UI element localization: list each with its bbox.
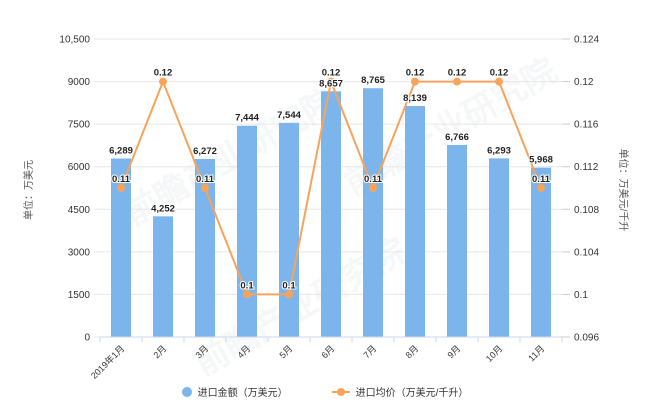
y-tick-label: 7500 xyxy=(68,120,91,131)
line-series-marker-icon xyxy=(331,387,350,396)
right-axis-ticks: 0.096 0.1 0.104 0.108 0.112 0.116 0.12 0.124 xyxy=(562,35,599,344)
y-tick-label: 6000 xyxy=(68,162,91,173)
right-axis-title: 单位：万美元/千升 xyxy=(617,149,630,232)
line-value-label: 0.11 xyxy=(196,174,215,185)
x-tick-label: 3月 xyxy=(193,343,210,360)
bar-value-label: 8,765 xyxy=(361,75,385,86)
bar-value-label: 5,968 xyxy=(529,155,553,166)
x-tick-label: 9月 xyxy=(445,343,462,360)
y2-tick-label: 0.12 xyxy=(574,77,594,88)
y2-tick-label: 0.108 xyxy=(574,205,599,216)
x-tick-label: 2月 xyxy=(151,343,168,360)
x-tick-label: 5月 xyxy=(277,343,294,360)
y2-tick-label: 0.096 xyxy=(574,333,599,344)
legend-item-bar[interactable]: 进口金额（万美元） xyxy=(181,384,288,399)
line-value-label: 0.11 xyxy=(112,174,131,185)
x-tick-label: 8月 xyxy=(403,343,420,360)
x-tick-label: 4月 xyxy=(235,343,252,360)
line-point[interactable] xyxy=(285,290,293,299)
y-tick-label: 10,500 xyxy=(59,35,90,46)
line-point[interactable] xyxy=(369,184,377,192)
y-tick-label: 0 xyxy=(84,333,90,344)
bar[interactable] xyxy=(447,144,467,337)
bar[interactable] xyxy=(153,216,173,337)
bar[interactable] xyxy=(237,125,257,337)
line-value-label: 0.12 xyxy=(322,68,341,79)
y2-tick-label: 0.104 xyxy=(574,247,599,258)
bar-value-label: 6,289 xyxy=(109,146,133,157)
data-labels: 6,289 4,252 6,272 7,444 7,544 8,657 8,765 8,139… xyxy=(108,67,554,293)
legend-line-label: 进口均价（万美元/千升） xyxy=(355,388,469,399)
x-axis: 2019年1月 2月 3月 4月 5月 6月 7月 8月 9月 10月 11月 xyxy=(88,336,563,381)
bar[interactable] xyxy=(111,158,131,337)
y-tick-label: 9000 xyxy=(68,77,91,88)
line-value-label: 0.12 xyxy=(406,68,425,79)
y-tick-label: 4500 xyxy=(68,205,91,216)
x-tick-label: 2019年1月 xyxy=(88,343,126,381)
bar[interactable] xyxy=(279,122,299,337)
line-point[interactable] xyxy=(537,184,545,192)
y2-tick-label: 0.1 xyxy=(574,290,588,301)
bar-value-label: 7,444 xyxy=(235,113,259,124)
bar-value-label: 4,252 xyxy=(151,203,175,214)
line-value-label: 0.12 xyxy=(490,68,509,79)
line-point[interactable] xyxy=(453,77,461,86)
bar-value-label: 6,272 xyxy=(193,146,217,157)
bar[interactable] xyxy=(321,91,341,338)
left-axis-title: 单位：万美元 xyxy=(22,160,35,220)
bar-series xyxy=(111,88,551,338)
bar[interactable] xyxy=(405,106,425,337)
bar-value-label: 8,139 xyxy=(403,93,427,104)
bar[interactable] xyxy=(531,167,551,337)
line-value-label: 0.11 xyxy=(532,174,551,185)
line-value-label: 0.12 xyxy=(154,68,173,79)
line-point[interactable] xyxy=(411,77,419,86)
y2-tick-label: 0.112 xyxy=(574,162,599,173)
line-point[interactable] xyxy=(243,290,251,299)
x-tick-label: 7月 xyxy=(361,343,378,360)
bar[interactable] xyxy=(489,158,509,337)
line-value-label: 0.1 xyxy=(240,280,254,291)
line-value-label: 0.11 xyxy=(364,174,383,185)
line-value-label: 0.12 xyxy=(448,68,467,79)
line-point[interactable] xyxy=(495,77,503,86)
line-point[interactable] xyxy=(201,184,209,192)
bar-value-label: 8,657 xyxy=(319,78,343,89)
bar-series-marker-icon xyxy=(181,386,192,397)
y2-tick-label: 0.124 xyxy=(574,35,599,46)
y-tick-label: 3000 xyxy=(68,247,91,258)
line-point[interactable] xyxy=(117,184,125,192)
x-tick-label: 10月 xyxy=(484,343,505,364)
legend: 进口金额（万美元） 进口均价（万美元/千升） xyxy=(0,384,650,399)
left-axis-ticks: 0 1500 3000 4500 6000 7500 9000 10,500 xyxy=(59,35,90,344)
bar-value-label: 7,544 xyxy=(277,110,301,121)
line-point[interactable] xyxy=(159,77,167,86)
bar[interactable] xyxy=(195,158,215,337)
bar-value-label: 6,766 xyxy=(445,132,469,143)
bar[interactable] xyxy=(363,88,383,337)
line-series xyxy=(117,77,545,299)
line-point[interactable] xyxy=(327,77,335,86)
line-value-label: 0.1 xyxy=(282,280,296,291)
x-tick-label: 6月 xyxy=(319,343,336,360)
y2-tick-label: 0.116 xyxy=(574,120,599,131)
legend-bar-label: 进口金额（万美元） xyxy=(197,388,288,399)
bar-value-label: 6,293 xyxy=(487,145,511,156)
x-tick-label: 11月 xyxy=(526,343,546,363)
legend-item-line[interactable]: 进口均价（万美元/千升） xyxy=(331,384,469,399)
y-tick-label: 1500 xyxy=(68,290,91,301)
